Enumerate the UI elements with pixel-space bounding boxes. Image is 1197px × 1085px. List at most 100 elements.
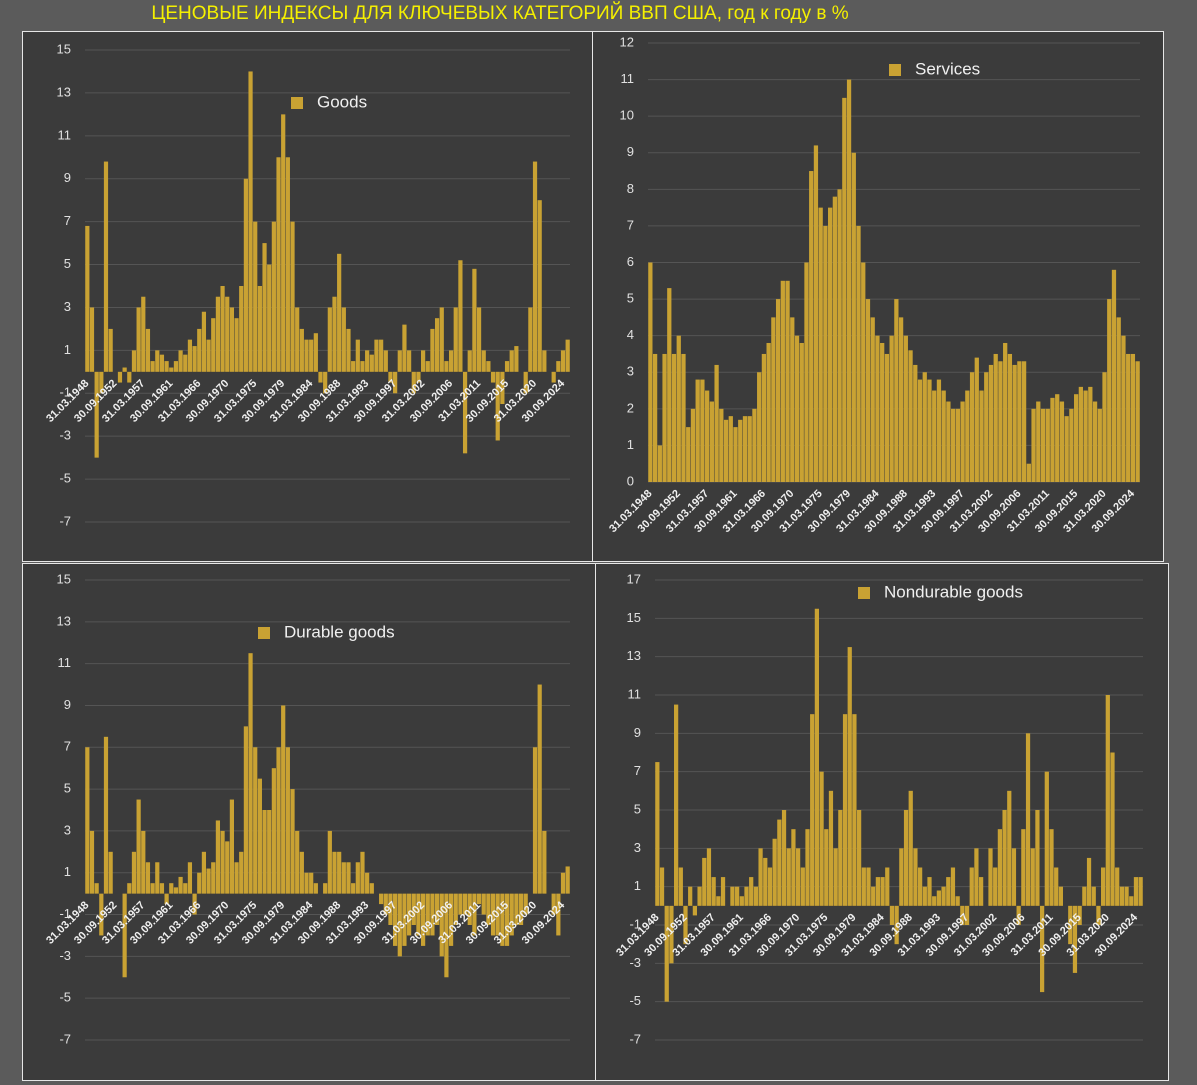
bar [761,353,767,482]
bar [719,408,724,482]
bar [742,416,748,482]
bar [514,346,519,372]
bar [676,335,681,482]
bar [145,328,151,372]
bar [276,157,281,372]
bar [430,328,435,372]
bar [705,390,710,482]
bar [744,886,749,906]
bar [1017,361,1022,482]
y-tick-label: -5 [59,471,71,486]
bar [159,354,165,372]
bar [941,390,946,482]
bar [1124,886,1129,906]
bar [504,361,510,372]
y-tick-label: 1 [64,864,71,879]
bar [141,296,146,372]
bar [462,371,468,454]
bar [281,114,286,372]
bar [220,830,225,894]
bar [290,221,295,372]
bar [136,799,141,894]
bar [780,280,785,482]
bar [309,339,314,372]
bar [556,893,561,936]
bar [1105,695,1110,906]
legend-label: Durable goods [284,622,395,641]
y-tick-label: 5 [64,781,71,796]
bar [206,339,211,372]
bar [528,307,533,372]
bar [714,364,719,482]
bar [824,829,829,906]
bar [880,342,885,482]
bar [155,862,160,894]
bar [467,893,472,925]
bar [913,364,918,482]
bar [1025,733,1031,906]
bar [683,905,688,945]
panel [595,563,1169,1081]
bar [809,171,814,482]
bar [173,887,179,894]
bar [1012,364,1017,482]
bar [407,350,412,372]
bar [894,905,899,945]
bar [1026,463,1031,482]
bar [229,307,234,372]
bar [500,371,505,404]
bar [127,371,132,383]
bar [472,893,477,936]
y-tick-label: 11 [58,127,72,142]
bar [716,896,721,906]
bar [337,253,342,372]
bar [799,342,804,482]
bar [332,296,337,372]
bar [917,379,923,482]
bar [365,350,370,372]
bar [918,867,923,906]
bar [1035,810,1040,906]
y-tick-label: -3 [629,955,641,970]
bar [444,893,449,978]
bar [955,408,960,482]
bar [796,848,801,906]
bar [197,872,202,894]
y-tick-label: 9 [627,144,634,159]
y-tick-label: -3 [59,428,71,443]
y-tick-label: 1 [64,342,71,357]
bar [425,893,430,936]
bar [285,747,290,894]
bar [738,419,743,482]
bar [201,851,207,894]
bar [89,307,95,372]
bar [393,893,398,946]
bar [346,862,351,894]
bar [927,379,932,482]
bar [678,867,683,906]
bar [1030,848,1035,906]
y-tick-label: 7 [634,763,641,778]
bar [1121,335,1126,482]
bar [313,333,318,372]
bar [187,339,193,372]
legend-label: Nondurable goods [884,582,1023,601]
bar [267,264,272,372]
bar [369,354,374,372]
bar [1044,771,1049,906]
bar [1021,361,1027,482]
bar [285,157,290,372]
bar [1007,790,1012,906]
bar [775,299,781,482]
bar [85,225,90,372]
bar [757,372,762,482]
bar [753,886,758,906]
bar [481,893,486,915]
bar [870,317,875,482]
y-tick-label: 5 [64,256,71,271]
bar [814,608,819,906]
bar [388,893,393,925]
bar [211,862,216,894]
bar [790,317,795,482]
bar [309,872,314,894]
